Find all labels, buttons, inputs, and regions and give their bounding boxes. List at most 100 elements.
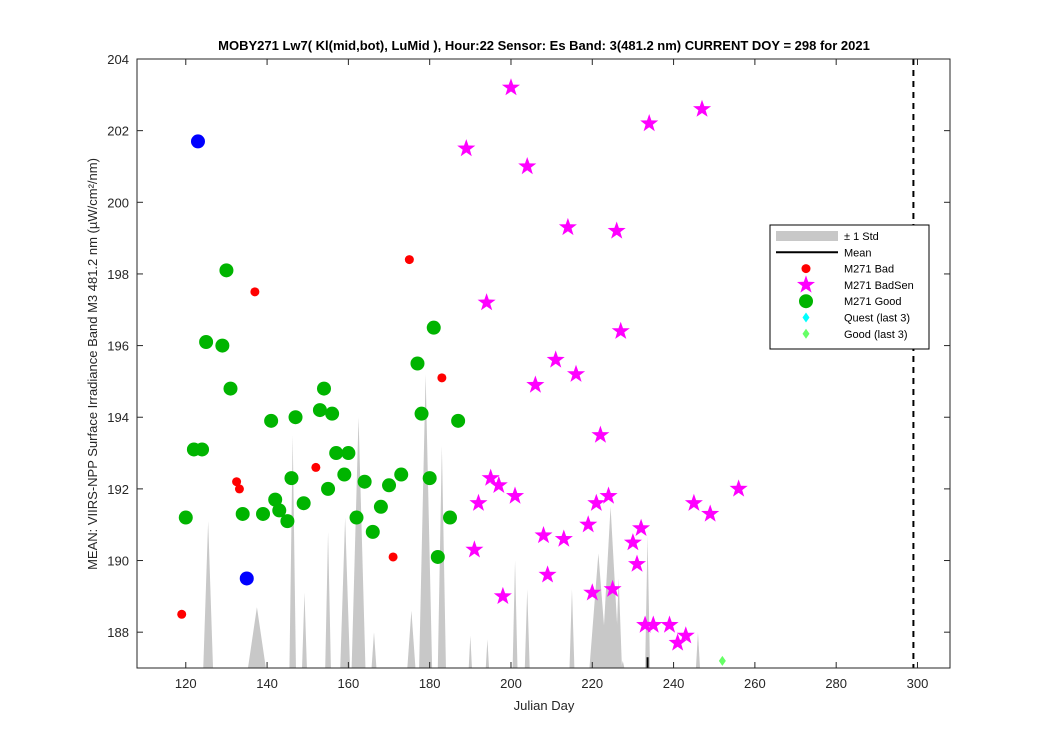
data-point (558, 217, 577, 236)
legend-swatch-marker (797, 275, 815, 293)
data-point (268, 492, 283, 507)
data-point (506, 486, 525, 504)
data-point (190, 134, 205, 149)
x-tick-label: 220 (581, 676, 603, 691)
data-point (489, 475, 508, 493)
x-axis-title: Julian Day (514, 698, 575, 713)
data-point (219, 263, 234, 278)
legend-label: M271 Good (844, 296, 901, 308)
chart-legend: ± 1 Std Mean M271 Bad M271 BadSen M271 Good Q… (769, 224, 930, 350)
data-point (684, 493, 703, 511)
std-band-spike (524, 589, 530, 668)
data-point (215, 338, 230, 353)
data-point (264, 413, 279, 428)
data-point (729, 479, 748, 497)
data-point (660, 615, 679, 633)
x-tick-label: 300 (907, 676, 929, 691)
x-tick-label: 140 (256, 676, 278, 691)
data-point (579, 515, 598, 533)
legend-label: M271 Bad (844, 264, 894, 276)
legend-label: Good (last 3) (844, 329, 908, 341)
data-point (623, 533, 642, 551)
data-point (644, 615, 663, 633)
std-band-spike (203, 521, 214, 668)
std-band-spike (351, 417, 366, 668)
data-point (640, 114, 659, 132)
data-point (404, 255, 414, 265)
data-point (426, 320, 441, 335)
data-point (607, 221, 626, 239)
data-point (288, 410, 303, 425)
std-band-spike (289, 435, 296, 668)
legend-swatch-marker (799, 294, 813, 309)
x-tick-label: 280 (825, 676, 847, 691)
x-tick-label: 200 (500, 676, 522, 691)
data-point (199, 335, 214, 350)
data-point (284, 471, 299, 486)
data-point (526, 375, 545, 393)
data-point (603, 579, 622, 597)
y-tick-label: 194 (107, 410, 129, 425)
std-band-spike (371, 632, 377, 668)
plot-area (137, 59, 950, 668)
data-point (239, 571, 254, 586)
data-point (312, 403, 327, 418)
data-point (223, 381, 238, 396)
data-point (676, 626, 695, 644)
data-point (349, 510, 364, 525)
data-point (256, 506, 271, 521)
std-band-spike (512, 560, 518, 668)
y-tick-label: 200 (107, 195, 129, 210)
data-point (272, 503, 287, 518)
data-point (232, 477, 242, 487)
marker-layer (177, 78, 748, 666)
std-band-spike (645, 535, 651, 668)
std-band-spike (695, 632, 701, 668)
legend-label: Quest (last 3) (844, 313, 910, 325)
axes-box (136, 58, 951, 669)
data-point (457, 139, 476, 157)
data-point (693, 99, 712, 117)
data-point (546, 350, 565, 368)
y-tick-label: 204 (107, 52, 129, 67)
std-band-spike (569, 589, 575, 668)
data-point (382, 478, 397, 493)
std-band-spike (247, 607, 266, 668)
data-point (341, 446, 356, 461)
data-point (481, 468, 500, 486)
data-point (554, 529, 573, 547)
data-point (234, 484, 244, 494)
data-point (329, 446, 344, 461)
data-point (316, 381, 331, 396)
data-point (422, 471, 437, 486)
std-band-spike (419, 374, 433, 668)
data-point (538, 565, 557, 583)
mean-layer (646, 59, 915, 668)
data-point (321, 481, 336, 496)
data-point (296, 496, 311, 511)
data-point (668, 633, 687, 651)
data-point (628, 554, 646, 572)
data-point (701, 504, 720, 522)
data-point (178, 510, 193, 525)
legend-swatch-std (776, 231, 838, 241)
x-tick-label: 260 (744, 676, 766, 691)
data-point (567, 364, 586, 382)
y-tick-label: 192 (107, 482, 129, 497)
legend-swatch-marker (802, 328, 810, 339)
std-band-spike (615, 578, 622, 668)
data-point (177, 609, 187, 619)
data-point (410, 356, 425, 371)
legend-label: M271 BadSen (844, 280, 914, 292)
std-band-spike (325, 531, 331, 668)
data-point (518, 157, 537, 175)
data-point (583, 583, 602, 601)
data-point (365, 524, 380, 539)
y-tick-label: 202 (107, 124, 129, 139)
chart-title: MOBY271 Lw7( Kl(mid,bot), LuMid ), Hour:… (218, 38, 870, 53)
std-band-spike (485, 639, 490, 668)
y-tick-label: 196 (107, 339, 129, 354)
x-tick-label: 120 (175, 676, 197, 691)
data-point (587, 493, 606, 511)
